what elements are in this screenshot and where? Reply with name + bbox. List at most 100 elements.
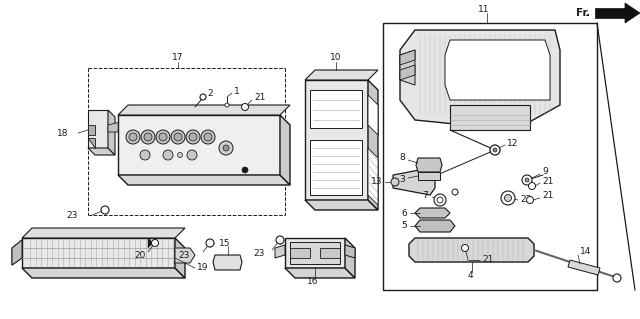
Text: 14: 14 [580, 248, 591, 256]
Polygon shape [280, 115, 290, 185]
Polygon shape [415, 208, 450, 218]
Circle shape [126, 130, 140, 144]
Circle shape [201, 130, 215, 144]
Circle shape [225, 103, 229, 107]
Circle shape [187, 150, 197, 160]
Polygon shape [22, 238, 175, 268]
Circle shape [434, 194, 446, 206]
Polygon shape [88, 148, 115, 155]
Polygon shape [310, 140, 362, 195]
Polygon shape [595, 8, 630, 18]
Polygon shape [320, 248, 340, 258]
Polygon shape [22, 268, 185, 278]
Polygon shape [118, 105, 290, 115]
Circle shape [129, 133, 137, 141]
Circle shape [452, 189, 458, 195]
Text: 21: 21 [542, 176, 554, 186]
Polygon shape [285, 238, 345, 268]
Polygon shape [310, 90, 362, 128]
Polygon shape [625, 3, 640, 23]
Circle shape [163, 150, 173, 160]
Text: 23: 23 [67, 211, 78, 219]
Polygon shape [88, 138, 95, 148]
Polygon shape [12, 240, 22, 265]
Text: 16: 16 [307, 278, 319, 286]
Polygon shape [345, 238, 355, 278]
Text: 21: 21 [254, 93, 266, 102]
Text: 17: 17 [172, 54, 184, 63]
Circle shape [189, 133, 197, 141]
Text: 11: 11 [478, 4, 490, 13]
Polygon shape [305, 70, 378, 80]
Text: 18: 18 [56, 129, 68, 137]
Polygon shape [12, 240, 22, 265]
Polygon shape [305, 200, 378, 210]
Circle shape [501, 191, 515, 205]
Text: 1: 1 [234, 86, 240, 95]
Polygon shape [383, 23, 597, 290]
Circle shape [141, 130, 155, 144]
Circle shape [159, 133, 167, 141]
Circle shape [200, 94, 206, 100]
Polygon shape [88, 110, 108, 148]
Polygon shape [290, 242, 340, 264]
Polygon shape [393, 168, 435, 195]
Text: 7: 7 [422, 190, 428, 199]
Text: 21: 21 [482, 256, 493, 264]
Text: 10: 10 [330, 54, 342, 63]
Polygon shape [213, 255, 242, 270]
Circle shape [527, 197, 534, 204]
Circle shape [276, 236, 284, 244]
Text: 21: 21 [542, 191, 554, 201]
Text: 22: 22 [520, 196, 531, 204]
Circle shape [186, 130, 200, 144]
Text: 13: 13 [371, 177, 382, 187]
Polygon shape [400, 50, 415, 65]
Polygon shape [368, 80, 378, 210]
Text: 2: 2 [207, 88, 212, 98]
Text: 3: 3 [399, 175, 405, 184]
Circle shape [522, 175, 532, 185]
Circle shape [613, 274, 621, 282]
Polygon shape [148, 238, 153, 248]
Circle shape [219, 141, 233, 155]
Polygon shape [305, 80, 368, 200]
Text: 19: 19 [197, 263, 209, 272]
Circle shape [177, 152, 182, 158]
Circle shape [437, 197, 443, 203]
Circle shape [529, 182, 536, 189]
Polygon shape [568, 260, 600, 275]
Circle shape [242, 167, 248, 173]
Polygon shape [118, 115, 280, 175]
Text: Fr.: Fr. [576, 8, 590, 18]
Text: 5: 5 [401, 221, 407, 231]
Circle shape [493, 148, 497, 152]
Circle shape [156, 130, 170, 144]
Circle shape [241, 103, 248, 110]
Polygon shape [88, 125, 95, 135]
Polygon shape [108, 110, 115, 155]
Text: 4: 4 [467, 271, 473, 280]
Text: .: . [584, 8, 588, 18]
Polygon shape [275, 245, 285, 258]
Circle shape [144, 133, 152, 141]
Polygon shape [409, 238, 534, 262]
Circle shape [504, 195, 511, 202]
Polygon shape [416, 158, 442, 172]
Circle shape [223, 145, 229, 151]
Polygon shape [175, 238, 185, 278]
Circle shape [152, 240, 159, 247]
Polygon shape [400, 65, 415, 80]
Circle shape [140, 150, 150, 160]
Text: 12: 12 [507, 138, 518, 147]
Polygon shape [445, 40, 550, 100]
Polygon shape [345, 245, 355, 258]
Text: 8: 8 [399, 153, 405, 162]
Polygon shape [285, 268, 355, 278]
Polygon shape [450, 105, 530, 130]
Polygon shape [290, 248, 310, 258]
Polygon shape [418, 172, 440, 180]
Text: 15: 15 [220, 239, 231, 248]
Polygon shape [415, 220, 455, 232]
Polygon shape [368, 95, 378, 135]
